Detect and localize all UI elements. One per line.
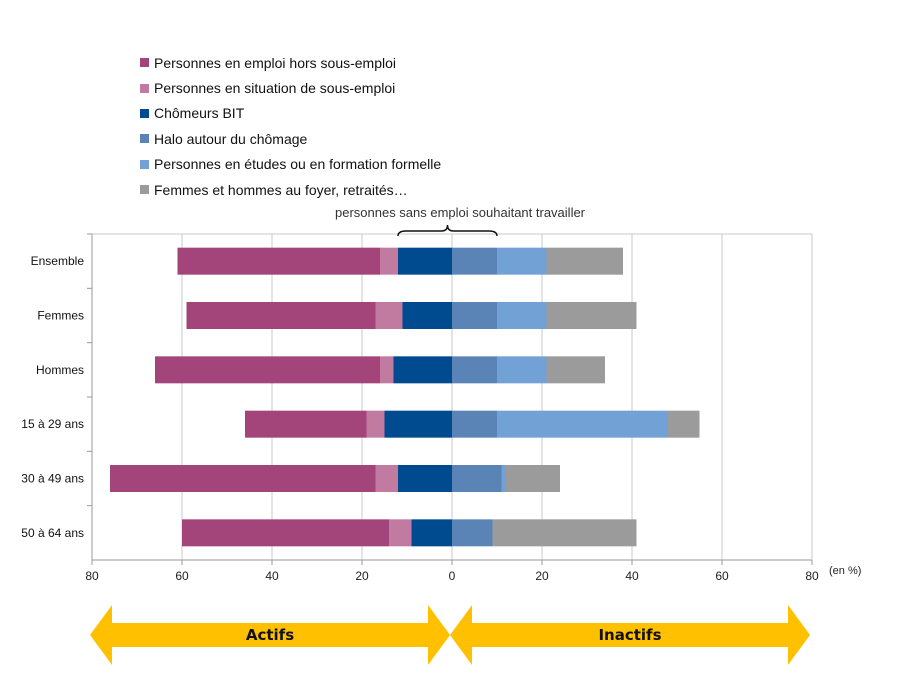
bar-segment <box>186 302 376 329</box>
category-label: Femmes <box>37 309 84 323</box>
legend-swatch <box>140 58 149 68</box>
bar-segment <box>452 302 497 329</box>
bar-segment <box>411 519 452 547</box>
bar-segment <box>452 410 497 438</box>
legend-label: Femmes et hommes au foyer, retraités… <box>154 181 408 198</box>
unit-label: (en %) <box>829 565 862 577</box>
arrow-label: Actifs <box>246 626 294 644</box>
bracket-label: personnes sans emploi souhaitant travail… <box>334 205 586 220</box>
bar-segment <box>155 356 380 384</box>
bar-segment <box>497 356 547 384</box>
bracket-brace <box>397 224 498 237</box>
bar-segment <box>497 247 547 275</box>
bar-segment <box>452 356 497 384</box>
arrow-label: Inactifs <box>598 626 661 644</box>
x-tick-label: 40 <box>625 569 639 583</box>
bar-segment <box>375 465 398 492</box>
legend-swatch <box>140 134 149 144</box>
bar-segment <box>501 465 506 492</box>
bar-segment <box>402 302 452 329</box>
legend-item: Halo autour du chômage <box>140 126 441 151</box>
arrow-shape <box>90 605 450 665</box>
x-tick-label: 20 <box>535 569 549 583</box>
legend-swatch <box>140 159 149 169</box>
legend-swatch <box>140 108 149 118</box>
bar-segment <box>546 302 637 329</box>
legend-label: Chômeurs BIT <box>154 105 245 122</box>
bar-segment <box>389 519 412 547</box>
arrow-shape <box>450 605 810 665</box>
bar-segment <box>384 410 452 438</box>
bar-segment <box>245 410 367 438</box>
legend-item: Chômeurs BIT <box>140 101 441 126</box>
legend-item: Personnes en études ou en formation form… <box>140 152 441 177</box>
category-label: 30 à 49 ans <box>21 472 84 486</box>
bar-segment <box>398 247 452 275</box>
x-tick-label: 60 <box>715 569 729 583</box>
bar-segment <box>546 247 623 275</box>
bar-segment <box>375 302 403 329</box>
bar-segment <box>393 356 452 384</box>
legend-label: Halo autour du chômage <box>154 130 308 147</box>
category-label: Hommes <box>36 363 84 377</box>
legend-label: Personnes en emploi hors sous-emploi <box>154 54 397 71</box>
x-tick-label: 60 <box>175 569 189 583</box>
category-label: 50 à 64 ans <box>21 526 84 540</box>
bar-segment <box>110 465 376 492</box>
legend-item: Personnes en emploi hors sous-emploi <box>140 50 441 75</box>
legend-label: Personnes en études ou en formation form… <box>154 156 442 173</box>
x-tick-label: 80 <box>85 569 99 583</box>
x-tick-label: 80 <box>805 569 819 583</box>
bar-segment <box>668 410 700 438</box>
bar-segment <box>492 519 637 547</box>
legend-item: Personnes en situation de sous-emploi <box>140 75 441 100</box>
bar-segment <box>452 519 493 547</box>
legend: Personnes en emploi hors sous-emploi Per… <box>140 50 441 202</box>
bar-segment <box>380 356 394 384</box>
legend-item: Femmes et hommes au foyer, retraités… <box>140 177 441 202</box>
x-tick-label: 0 <box>449 569 456 583</box>
bar-segment <box>497 410 668 438</box>
x-tick-label: 20 <box>355 569 369 583</box>
category-label: Ensemble <box>31 254 85 268</box>
x-tick-label: 40 <box>265 569 279 583</box>
bar-segment <box>380 247 398 275</box>
bar-segment <box>452 247 497 275</box>
bar-segment <box>506 465 560 492</box>
category-label: 15 à 29 ans <box>21 417 84 431</box>
bar-segment <box>182 519 389 547</box>
bar-segment <box>452 465 502 492</box>
bar-segment <box>497 302 547 329</box>
bar-segment <box>546 356 605 384</box>
legend-label: Personnes en situation de sous-emploi <box>154 80 396 97</box>
bar-segment <box>366 410 385 438</box>
bar-segment <box>398 465 452 492</box>
legend-swatch <box>140 185 149 195</box>
bar-segment <box>177 247 380 275</box>
legend-swatch <box>140 83 149 93</box>
